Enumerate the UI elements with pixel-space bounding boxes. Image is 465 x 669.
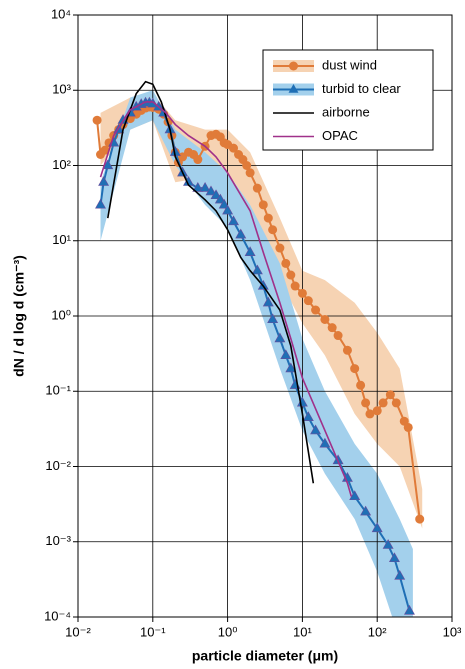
data-point (350, 364, 360, 374)
data-point (192, 182, 204, 192)
bands (100, 90, 423, 617)
data-point (229, 143, 239, 153)
legend-item: turbid to clear (273, 81, 401, 96)
data-point (365, 409, 375, 419)
y-tick-label: 10⁴ (51, 6, 71, 21)
x-tick-label: 10³ (443, 624, 462, 639)
data-point (274, 332, 286, 343)
data-point (262, 296, 274, 307)
data-point (415, 514, 425, 524)
data-point (98, 176, 110, 186)
x-tick-label: 10⁰ (218, 624, 238, 639)
data-point (349, 490, 361, 501)
data-point (280, 349, 292, 359)
y-tick-label: 10¹ (52, 232, 71, 247)
data-point (199, 182, 211, 192)
data-point (290, 281, 300, 291)
y-tick-label: 10² (52, 157, 71, 172)
data-point (310, 424, 322, 435)
data-point (360, 505, 372, 516)
legend-label: dust wind (322, 57, 377, 72)
data-point (385, 390, 395, 400)
data-point (268, 225, 278, 235)
data-point (228, 215, 239, 226)
legend-label: OPAC (322, 128, 358, 143)
data-point (218, 198, 230, 209)
data-point (333, 331, 343, 341)
data-point (267, 313, 279, 324)
x-tick-label: 10⁻² (65, 624, 91, 639)
data-point (342, 345, 352, 355)
y-tick-label: 10⁻¹ (45, 383, 71, 398)
data-point (275, 243, 285, 253)
data-point (92, 115, 102, 125)
data-point (95, 198, 106, 209)
legend-item: airborne (273, 104, 370, 119)
data-point (378, 398, 388, 408)
x-axis-label: particle diameter (μm) (192, 648, 338, 664)
x-tick-label: 10⁻¹ (140, 624, 166, 639)
data-point (252, 183, 262, 193)
data-point (235, 228, 247, 239)
y-axis-label: dN / d log d (cm⁻³) (11, 255, 27, 377)
data-point (100, 145, 110, 155)
data-point (214, 193, 226, 204)
data-point (404, 604, 415, 615)
legend-marker (289, 61, 298, 71)
x-tick-label: 10² (368, 624, 387, 639)
legend-label: airborne (322, 104, 370, 119)
plot-frame (77, 14, 453, 618)
data-point (394, 569, 406, 580)
data-point (382, 539, 394, 549)
lines (92, 80, 425, 615)
range-band (100, 93, 423, 529)
legend-item: dust wind (273, 57, 377, 72)
data-point (403, 422, 413, 432)
data-point (303, 296, 313, 306)
series-line (96, 105, 421, 520)
legend: dust wind turbid to clear airborne OPAC (262, 49, 434, 151)
data-point (242, 161, 252, 170)
data-point (285, 362, 297, 373)
data-point (320, 314, 330, 324)
data-point (193, 155, 203, 165)
series-line (106, 80, 315, 484)
data-point (263, 213, 273, 223)
data-point (391, 398, 401, 408)
data-point (319, 437, 331, 448)
data-point (222, 204, 234, 215)
y-tick-label: 10⁻³ (45, 533, 71, 548)
series-line (99, 101, 353, 497)
range-band (100, 90, 413, 617)
y-tick-label: 10³ (52, 82, 71, 97)
data-point (258, 200, 268, 210)
data-point (327, 323, 337, 333)
data-point (297, 288, 307, 298)
data-point (311, 305, 321, 315)
data-point (388, 552, 400, 563)
x-tick-label: 10¹ (293, 624, 312, 639)
data-point (205, 185, 217, 196)
y-tick-label: 10⁻⁴ (44, 608, 71, 623)
data-point (210, 189, 222, 200)
legend-label: turbid to clear (322, 81, 401, 96)
data-point (361, 398, 371, 408)
data-point (281, 258, 291, 268)
data-point (356, 380, 366, 390)
data-point (371, 522, 383, 533)
data-point (244, 246, 256, 257)
data-point (245, 168, 255, 178)
legend-item: OPAC (273, 128, 358, 143)
data-point (372, 406, 382, 416)
y-tick-label: 10⁻² (45, 458, 71, 473)
data-point (286, 270, 296, 280)
y-tick-label: 10⁰ (51, 307, 71, 322)
data-point (251, 264, 263, 275)
legend-marker (288, 84, 299, 93)
data-point (302, 411, 314, 421)
